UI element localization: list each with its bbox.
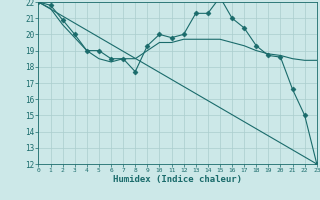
- X-axis label: Humidex (Indice chaleur): Humidex (Indice chaleur): [113, 175, 242, 184]
